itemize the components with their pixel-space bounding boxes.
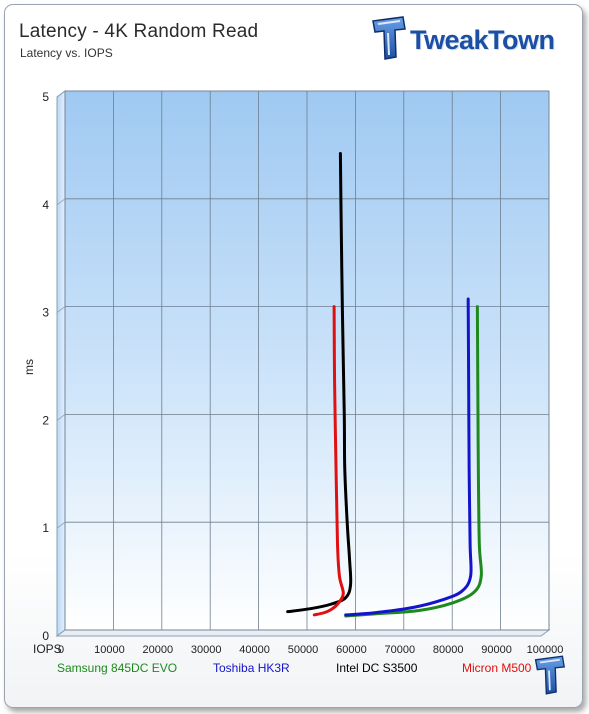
y-tick-label: 5 [42, 90, 49, 104]
chart-subtitle: Latency vs. IOPS [20, 46, 113, 60]
series-line-1 [344, 297, 473, 617]
x-tick-label: 30000 [191, 644, 222, 656]
x-tick-label: 100000 [527, 644, 564, 656]
chart-svg: 0 1 2 3 4 5 0 10000 20000 30000 40000 50000 60000 70… [22, 90, 563, 656]
tweaktown-logo-icon [372, 16, 406, 60]
legend-entry: Toshiba HK3R [213, 661, 290, 675]
plot-floor [55, 629, 551, 637]
y-grid-wall-line [56, 629, 66, 637]
plot-side-wall [56, 90, 66, 637]
y-tick-label: 2 [42, 413, 49, 427]
logo-text: TweakTown [410, 25, 555, 55]
x-tick-label: 70000 [385, 644, 416, 656]
x-tick-label: 90000 [481, 644, 512, 656]
x-axis-label: IOPS [33, 642, 62, 656]
series-line-3 [312, 305, 345, 617]
tweaktown-logo: TweakTown [369, 15, 569, 65]
y-tick-label: 3 [42, 306, 49, 320]
x-tick-labels: 0 10000 20000 30000 40000 50000 60000 70000 8000… [58, 644, 563, 656]
x-tick-label: 40000 [239, 644, 270, 656]
y-grid-wall-line [56, 198, 66, 206]
plot-area [55, 90, 551, 637]
legend-entry: Samsung 845DC EVO [57, 661, 178, 675]
x-tick-label: 20000 [143, 644, 174, 656]
x-tick-label: 50000 [288, 644, 319, 656]
y-grid-wall-line [56, 306, 66, 313]
legend-entry: Micron M500DC [462, 661, 532, 675]
y-tick-label: 4 [42, 198, 49, 212]
series-lines [286, 152, 483, 618]
legend-entry: Intel DC S3500 [336, 661, 418, 675]
series-line-0 [344, 305, 483, 618]
y-tick-label: 0 [42, 629, 49, 643]
x-tick-label: 80000 [433, 644, 464, 656]
y-grid-wall-line [56, 90, 66, 98]
x-tick-label: 60000 [336, 644, 367, 656]
tweaktown-corner-icon [534, 655, 565, 695]
y-tick-labels: 0 1 2 3 4 5 [42, 90, 49, 643]
chart-card: Latency - 4K Random Read Latency vs. IOP… [4, 4, 583, 708]
y-tick-label: 1 [42, 521, 49, 535]
y-grid-wall-line [56, 414, 66, 421]
x-tick-label: 10000 [94, 644, 125, 656]
y-axis-label: ms [22, 359, 36, 375]
chart-title: Latency - 4K Random Read [19, 21, 259, 42]
series-line-2 [286, 152, 353, 614]
x-tick-label: 0 [58, 644, 64, 656]
y-grid-wall-line [56, 521, 66, 529]
